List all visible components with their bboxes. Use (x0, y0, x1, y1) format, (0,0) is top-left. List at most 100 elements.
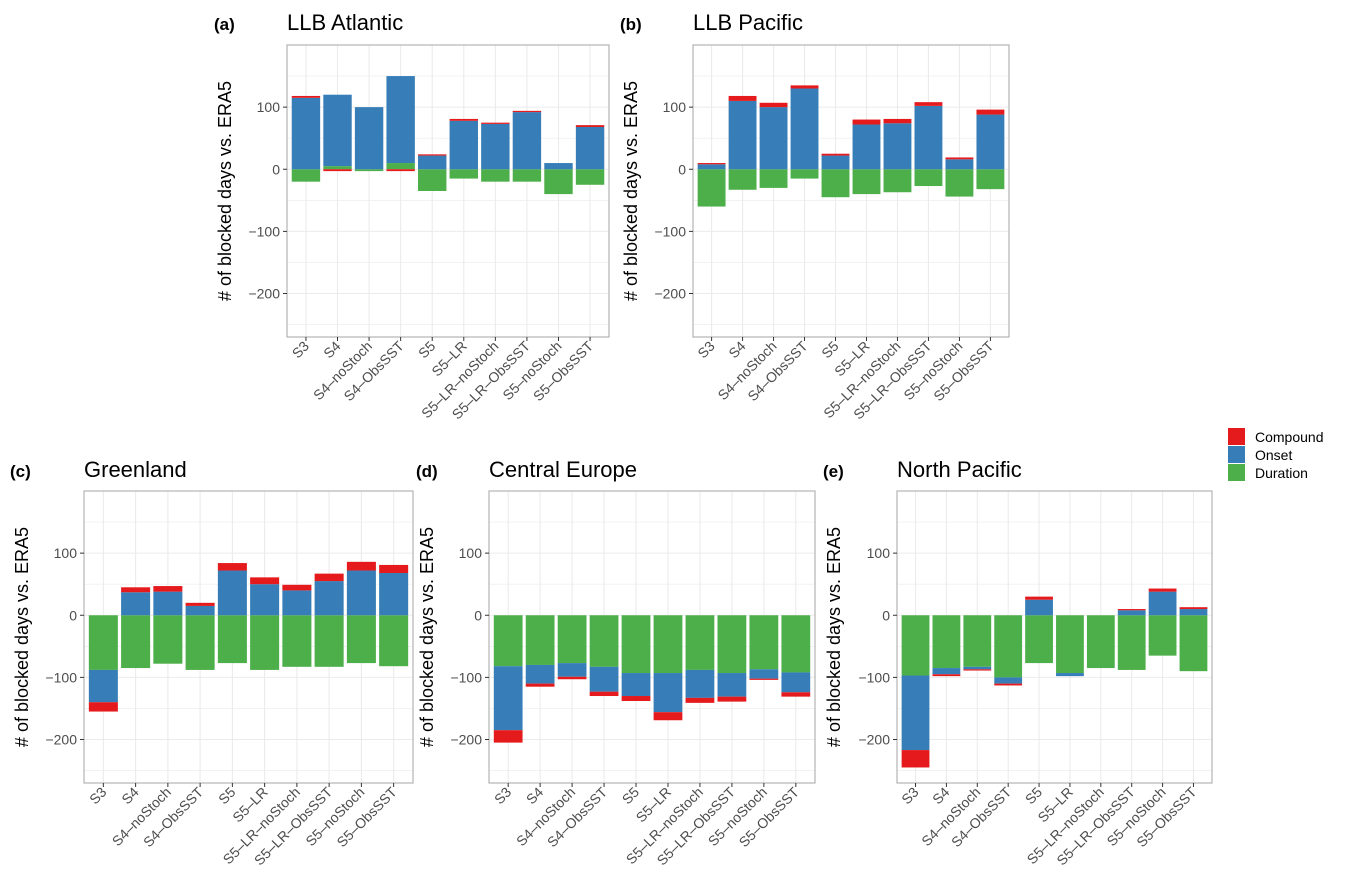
bar-onset-8 (749, 669, 779, 679)
bar-duration-7 (717, 615, 747, 674)
y-tick-label: 100 (867, 545, 891, 561)
bar-onset-6 (883, 123, 912, 170)
bar-duration-8 (749, 615, 779, 670)
bar-compound-8 (945, 157, 974, 160)
bar-compound-9 (781, 692, 811, 697)
bar-compound-3 (589, 691, 619, 697)
bar-duration-2 (759, 169, 788, 188)
bar-duration-6 (883, 169, 912, 193)
bar-onset-6 (481, 123, 510, 170)
y-axis-label: # of blocked days vs. ERA5 (215, 81, 235, 301)
legend-swatch-compound (1228, 428, 1245, 445)
y-tick-label: −100 (45, 669, 77, 685)
legend-label-onset: Onset (1255, 447, 1292, 463)
bar-duration-8 (346, 615, 376, 664)
panel-tag: (b) (620, 15, 642, 34)
bar-duration-8 (1148, 615, 1177, 656)
bar-compound-2 (557, 676, 587, 680)
bar-duration-7 (914, 169, 943, 187)
bar-compound-2 (963, 669, 992, 671)
bar-duration-4 (418, 169, 447, 191)
legend-swatch-duration (1228, 464, 1245, 481)
bar-duration-6 (282, 615, 312, 667)
bar-onset-1 (323, 94, 352, 167)
bar-compound-0 (493, 730, 523, 743)
bar-compound-5 (653, 712, 683, 721)
bar-onset-5 (653, 673, 683, 713)
bar-compound-9 (1179, 607, 1208, 610)
bar-onset-7 (512, 112, 542, 170)
bar-compound-0 (901, 750, 930, 768)
bar-duration-1 (728, 169, 757, 190)
y-tick-label: 100 (54, 545, 78, 561)
panel-tag: (c) (10, 462, 31, 481)
bar-duration-3 (386, 163, 415, 170)
y-tick-label: −200 (248, 286, 280, 302)
bar-onset-2 (759, 107, 788, 170)
y-tick-label: 0 (272, 161, 280, 177)
bar-onset-4 (418, 155, 447, 170)
bar-duration-2 (557, 615, 587, 664)
bar-duration-7 (314, 615, 344, 667)
bar-compound-8 (749, 678, 779, 680)
bar-duration-5 (449, 169, 478, 179)
bar-compound-7 (512, 110, 542, 113)
panel-title: North Pacific (897, 457, 1022, 482)
bar-duration-5 (653, 615, 683, 674)
panel-tag: (d) (416, 462, 438, 481)
bar-duration-8 (544, 169, 573, 195)
y-tick-label: 0 (882, 607, 890, 623)
y-tick-label: −100 (858, 669, 890, 685)
y-tick-label: 0 (474, 607, 482, 623)
bar-onset-9 (1179, 609, 1208, 616)
panel-title: LLB Atlantic (287, 10, 403, 35)
bar-compound-9 (976, 109, 1005, 115)
bar-duration-6 (685, 615, 715, 670)
y-tick-label: −200 (858, 732, 890, 748)
panel-tag: (a) (214, 15, 235, 34)
bar-duration-0 (901, 615, 930, 676)
bars (88, 561, 409, 712)
bar-compound-0 (291, 95, 321, 98)
bar-duration-6 (481, 169, 510, 182)
bar-onset-4 (821, 155, 850, 170)
bar-onset-6 (685, 669, 715, 698)
legend-label-compound: Compound (1255, 429, 1324, 445)
y-tick-label: 0 (678, 161, 686, 177)
plot-border (83, 490, 414, 784)
bar-onset-0 (291, 97, 321, 170)
bar-onset-3 (790, 88, 819, 170)
bar-duration-9 (781, 615, 811, 673)
legend-label-duration: Duration (1255, 465, 1308, 481)
bar-onset-4 (1025, 599, 1053, 616)
bar-onset-9 (781, 672, 811, 693)
bar-compound-3 (790, 85, 819, 89)
bar-onset-5 (449, 120, 478, 170)
bar-compound-9 (379, 564, 409, 574)
bar-onset-6 (282, 590, 312, 616)
bar-duration-0 (493, 615, 523, 667)
bars (697, 85, 1005, 207)
bar-duration-3 (185, 615, 215, 670)
bar-duration-1 (323, 166, 352, 170)
bar-compound-8 (1148, 588, 1177, 592)
bar-onset-8 (346, 570, 376, 616)
bar-onset-7 (1117, 610, 1146, 616)
bar-compound-5 (449, 118, 478, 121)
bar-duration-3 (994, 615, 1023, 678)
x-tick-label: S4 (320, 338, 344, 362)
bar-duration-5 (1056, 615, 1084, 674)
bar-onset-8 (945, 159, 974, 170)
bar-onset-7 (717, 673, 747, 697)
bar-onset-9 (976, 114, 1005, 170)
bar-compound-4 (1025, 596, 1053, 600)
bar-onset-9 (575, 127, 605, 170)
x-tick-label: S3 (694, 338, 718, 362)
bar-onset-9 (379, 573, 409, 616)
y-tick-label: −100 (248, 223, 280, 239)
bar-compound-3 (994, 683, 1023, 686)
legend-swatch-onset (1228, 446, 1245, 463)
bar-compound-2 (759, 102, 788, 108)
